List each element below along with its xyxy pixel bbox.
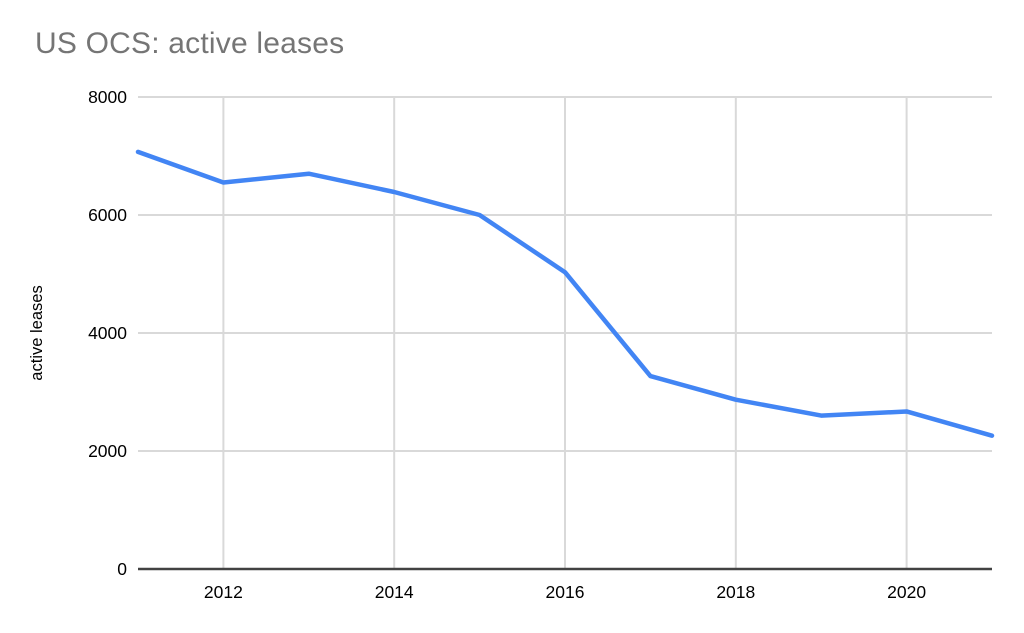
y-tick-label: 2000 — [88, 441, 127, 461]
y-tick-label: 6000 — [88, 205, 127, 225]
y-tick-label: 0 — [117, 559, 127, 579]
y-tick-label: 4000 — [88, 323, 127, 343]
x-tick-label: 2014 — [375, 582, 414, 602]
y-axis-label: active leases — [28, 285, 46, 380]
y-tick-label: 8000 — [88, 87, 127, 107]
data-series-line — [135, 149, 995, 438]
x-tick-label: 2016 — [546, 582, 585, 602]
chart-title: US OCS: active leases — [35, 27, 345, 60]
x-tick-label: 2018 — [716, 582, 755, 602]
x-tick-label: 2020 — [887, 582, 926, 602]
x-tick-label: 2012 — [204, 582, 243, 602]
